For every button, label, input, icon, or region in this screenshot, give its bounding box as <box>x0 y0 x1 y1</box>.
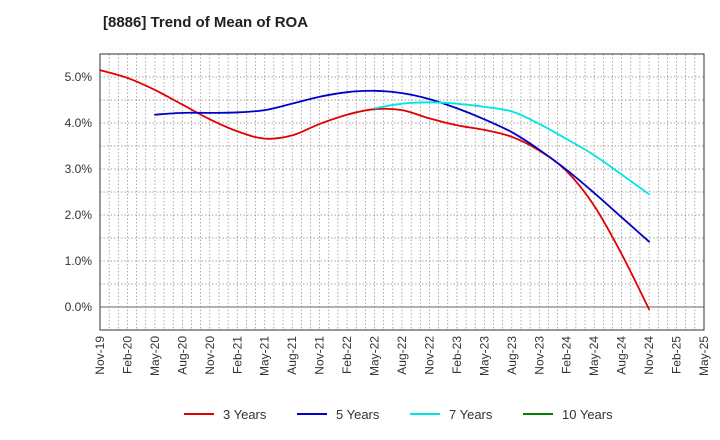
legend-label: 3 Years <box>223 407 267 422</box>
x-tick-label: May-25 <box>697 336 711 376</box>
legend-label: 5 Years <box>336 407 380 422</box>
y-tick-label: 0.0% <box>65 300 93 314</box>
x-tick-label: May-20 <box>148 336 162 376</box>
y-tick-label: 2.0% <box>65 208 93 222</box>
x-tick-label: Aug-20 <box>175 336 189 375</box>
x-tick-label: Nov-24 <box>642 336 656 375</box>
y-tick-label: 4.0% <box>65 116 93 130</box>
legend-item-3-years: 3 Years <box>184 407 267 422</box>
series-line-7-years <box>373 101 650 196</box>
grid <box>100 54 704 330</box>
series-line-3-years <box>99 69 650 311</box>
x-tick-label: Nov-23 <box>532 336 546 375</box>
axes: 0.0% 1.0% 2.0% 3.0% 4.0% 5.0% Nov-19 Feb-20 May-… <box>65 53 711 376</box>
x-tick-label: Feb-21 <box>230 336 244 374</box>
x-tick-label: Nov-21 <box>313 336 327 375</box>
x-tick-label: Aug-21 <box>285 336 299 375</box>
x-tick-label: May-22 <box>368 336 382 376</box>
series-lines <box>99 69 650 311</box>
x-tick-label: Feb-22 <box>340 336 354 374</box>
series-line-5-years <box>154 89 650 243</box>
chart-title: [8886] Trend of Mean of ROA <box>103 14 309 31</box>
legend-item-7-years: 7 Years <box>410 407 493 422</box>
legend: 3 Years 5 Years 7 Years 10 Years <box>184 407 613 422</box>
y-tick-label: 1.0% <box>65 254 93 268</box>
x-tick-label: Feb-23 <box>450 336 464 374</box>
x-tick-label: May-23 <box>477 336 491 376</box>
x-tick-label: May-24 <box>587 336 601 376</box>
x-tick-label: Aug-24 <box>615 336 629 375</box>
legend-item-10-years: 10 Years <box>523 407 613 422</box>
x-tick-label: Feb-20 <box>120 336 134 374</box>
x-tick-label: Feb-25 <box>670 336 684 374</box>
legend-item-5-years: 5 Years <box>297 407 380 422</box>
y-tick-label: 3.0% <box>65 162 93 176</box>
x-tick-label: Nov-20 <box>203 336 217 375</box>
x-tick-label: Aug-22 <box>395 336 409 375</box>
legend-label: 10 Years <box>562 407 613 422</box>
x-tick-label: Nov-19 <box>93 336 107 375</box>
plot-frame <box>99 53 705 331</box>
x-tick-label: May-21 <box>258 336 272 376</box>
y-tick-label: 5.0% <box>65 70 93 84</box>
x-tick-label: Aug-23 <box>505 336 519 375</box>
x-tick-label: Nov-22 <box>422 336 436 375</box>
x-tick-label: Feb-24 <box>560 336 574 374</box>
legend-label: 7 Years <box>449 407 493 422</box>
